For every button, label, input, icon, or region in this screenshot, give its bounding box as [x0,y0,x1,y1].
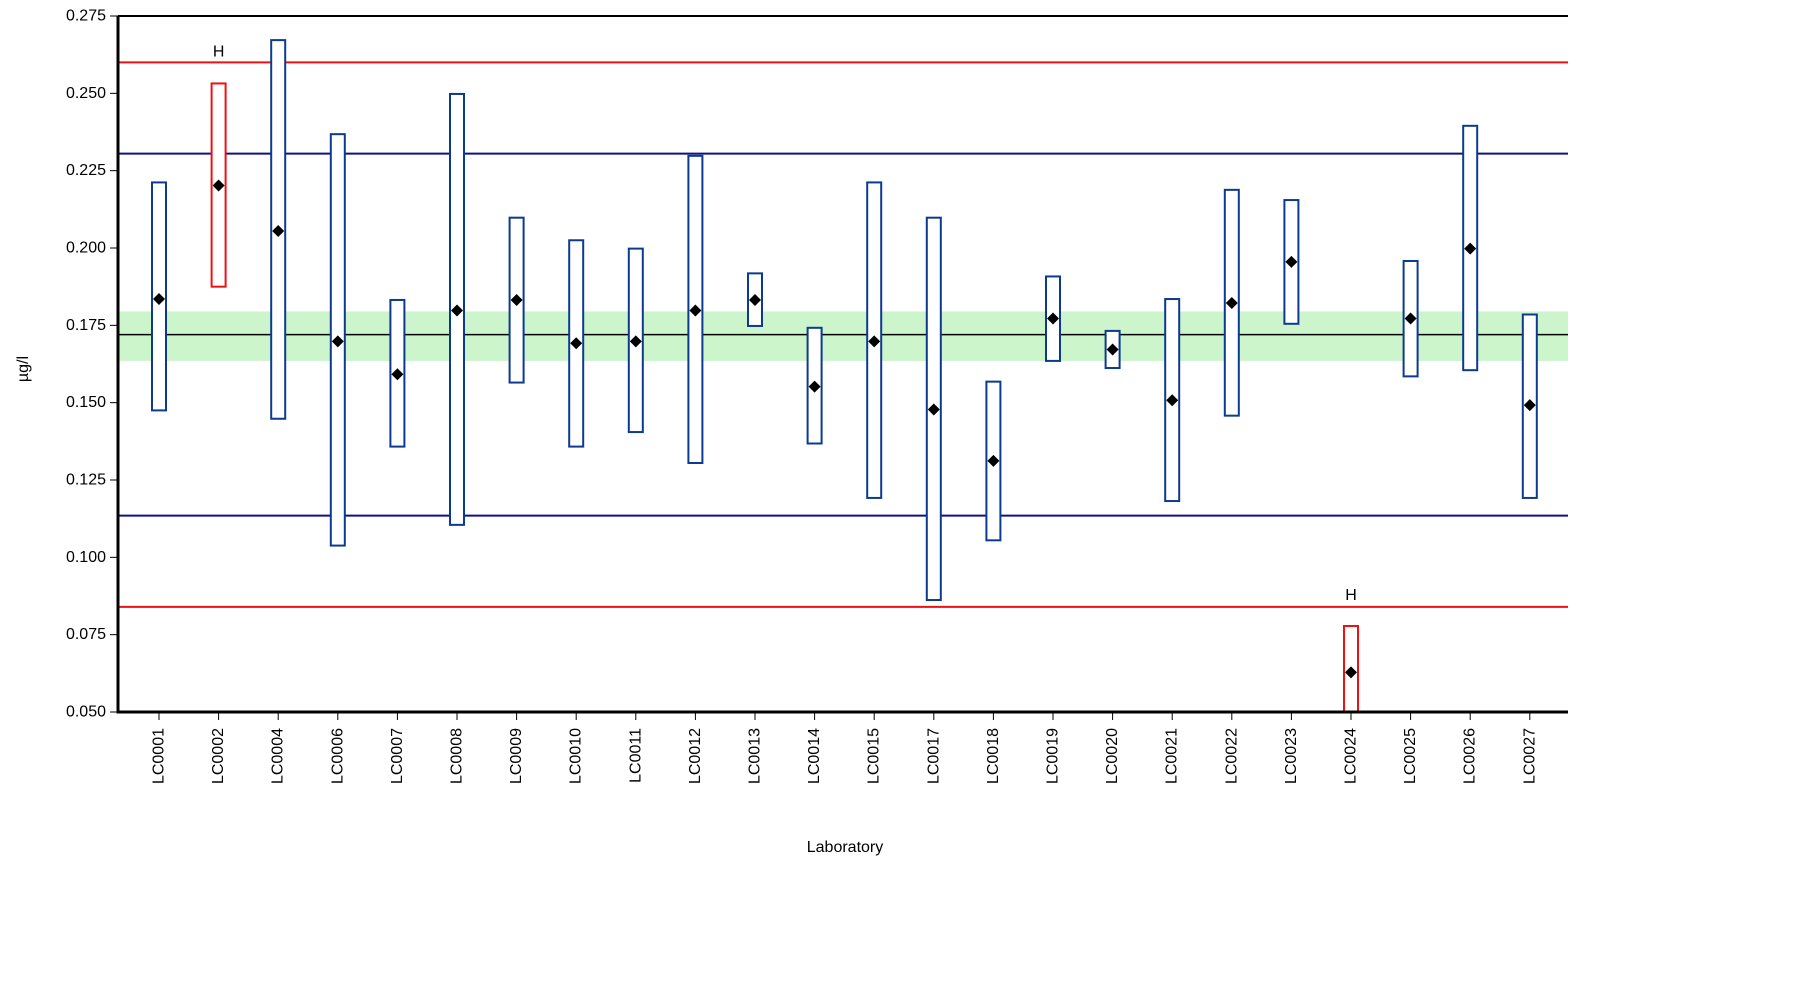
value-marker-lc0008 [451,304,463,317]
value-marker-lc0012 [689,304,702,317]
value-marker-lc0010 [570,337,583,350]
value-marker-lc0011 [629,335,642,348]
value-marker-lc0007 [391,368,404,381]
y-tick-label: 0.075 [66,626,106,643]
y-tick-label: 0.150 [66,394,106,411]
value-marker-lc0023 [1285,255,1298,268]
x-tick-label-lc0023: LC0023 [1283,728,1300,784]
value-marker-lc0027 [1523,399,1536,412]
y-tick-label: 0.050 [66,704,106,721]
reference-lines-layer [118,61,1568,608]
x-tick-label-lc0022: LC0022 [1223,728,1240,784]
value-marker-lc0024 [1345,666,1357,679]
x-tick-label-lc0027: LC0027 [1521,728,1538,784]
x-tick-label-lc0026: LC0026 [1462,728,1479,784]
value-marker-lc0026 [1464,242,1477,255]
assigned-band-layer [118,311,1568,361]
y-axis-title: µg/l [15,356,32,382]
x-tick-label-lc0002: LC0002 [210,728,227,784]
x-tick-label-lc0009: LC0009 [508,728,525,784]
value-marker-lc0006 [331,335,344,348]
value-marker-lc0018 [987,454,1000,467]
x-tick-label-lc0004: LC0004 [270,728,287,784]
x-tick-label-lc0015: LC0015 [866,728,883,784]
x-tick-label-lc0012: LC0012 [687,728,704,784]
x-tick-label-lc0001: LC0001 [151,728,168,784]
markers-layer: HH [153,43,1536,679]
x-tick-label-lc0018: LC0018 [985,728,1002,784]
x-tick-label-lc0021: LC0021 [1164,728,1181,784]
x-tick-label-lc0008: LC0008 [449,728,466,784]
y-tick-label: 0.125 [66,472,106,489]
x-tick-label-lc0020: LC0020 [1104,728,1121,784]
value-marker-lc0004 [272,224,285,237]
value-marker-lc0025 [1404,312,1417,325]
x-tick-label-lc0013: LC0013 [747,728,764,784]
x-axis-title: Laboratory [807,839,884,856]
x-tick-label-lc0019: LC0019 [1045,728,1062,784]
value-marker-lc0017 [927,403,940,416]
x-tick-label-lc0006: LC0006 [329,728,346,784]
x-tick-label-lc0014: LC0014 [806,728,823,784]
x-tick-label-lc0010: LC0010 [568,728,585,784]
interval-boxes-layer [151,39,1538,713]
value-marker-lc0014 [808,380,821,393]
value-marker-lc0015 [868,335,881,348]
value-marker-lc0001 [153,293,165,306]
flag-label-lc0024: H [1345,587,1357,604]
value-marker-lc0020 [1106,343,1119,356]
y-tick-label: 0.100 [66,549,106,566]
value-marker-lc0022 [1225,297,1238,310]
value-marker-lc0021 [1166,394,1179,407]
value-marker-lc0019 [1047,312,1059,325]
y-tick-label: 0.275 [66,8,106,25]
y-tick-label: 0.200 [66,240,106,257]
x-tick-label-lc0017: LC0017 [925,728,942,784]
value-marker-lc0009 [510,293,523,306]
x-tick-label-lc0024: LC0024 [1343,728,1360,784]
flag-label-lc0002: H [213,43,225,60]
value-marker-lc0002 [212,179,225,192]
y-tick-label: 0.225 [66,162,106,179]
x-tick-label-lc0007: LC0007 [389,728,406,784]
y-tick-label: 0.250 [66,85,106,102]
x-tick-label-lc0025: LC0025 [1402,728,1419,784]
assigned-value-band [118,311,1568,361]
value-marker-lc0013 [749,293,761,306]
y-tick-label: 0.175 [66,317,106,334]
axes-layer: LC0001 LC0002 LC0004 LC0006 LC0007 LC0008 LC00… [66,8,1568,784]
x-tick-label-lc0011: LC0011 [627,728,644,783]
